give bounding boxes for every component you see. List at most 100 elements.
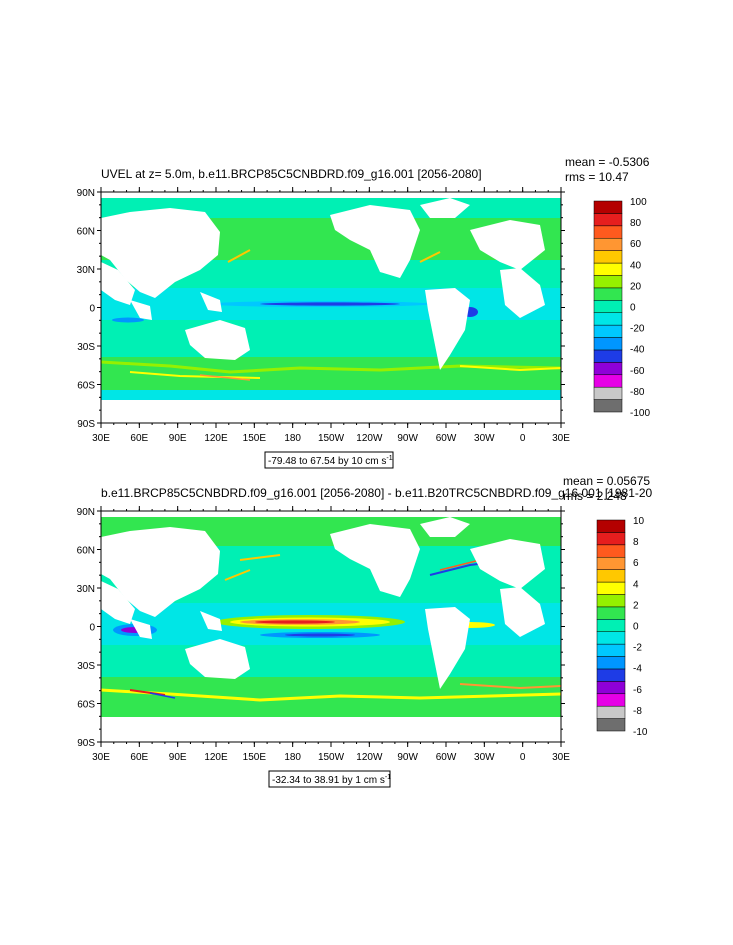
colorbar-label: 4 <box>633 579 639 590</box>
panel-1-lon-label: 60W <box>436 433 457 444</box>
panel-2-lat-label: 60N <box>77 546 95 557</box>
colorbar-swatch <box>593 213 623 227</box>
panel-1-lon-label: 30W <box>474 433 495 444</box>
panel-2-lon-label: 60E <box>130 752 148 763</box>
panel-2-lon-label: 30E <box>92 752 110 763</box>
colorbar-swatch <box>596 556 626 570</box>
panel-1-lon-label: 90W <box>397 433 418 444</box>
colorbar-label: 6 <box>633 558 639 569</box>
colorbar-swatch <box>593 386 623 400</box>
panel-2-lon-label: 120W <box>356 752 383 763</box>
panel-2-lon-label: 90E <box>169 752 187 763</box>
panel-2-map <box>101 511 561 742</box>
panel-2-range-box <box>268 770 391 788</box>
panel-1-lon-label: 0 <box>520 433 526 444</box>
colorbar-swatch <box>593 250 623 264</box>
colorbar-swatch <box>593 262 623 276</box>
colorbar-swatch <box>593 237 623 251</box>
panel-2-lat-label: 90N <box>77 507 95 518</box>
panel-1-lat-label: 90N <box>77 188 95 199</box>
colorbar-label: 2 <box>633 600 639 611</box>
panel-2-rms: rms = 2.248 <box>563 489 627 503</box>
panel-2-lat-label: 30N <box>77 584 95 595</box>
panel-1-lon-label: 150W <box>318 433 345 444</box>
panel-1-colorbar: 100 80 60 40 20 0 -20 -40 -60 -80 -100 <box>593 197 650 419</box>
colorbar-label: -20 <box>630 324 645 335</box>
panel-1-lat-label: 60S <box>77 381 95 392</box>
panel-1-range-box <box>264 451 394 469</box>
panel-1-lon-label: 180 <box>284 433 301 444</box>
colorbar-swatch <box>593 300 623 313</box>
colorbar-swatch <box>596 693 626 707</box>
panel-2-lat-label: 0 <box>89 623 95 634</box>
panel-1-lon-label: 120E <box>204 433 228 444</box>
colorbar-swatch <box>596 606 626 620</box>
colorbar-swatch <box>596 643 626 657</box>
panel-1-range-text: -79.48 to 67.54 by 10 cm s <box>268 456 386 467</box>
panel-2-lon-label: 150E <box>243 752 267 763</box>
panel-1-lon-label: 60E <box>130 433 148 444</box>
panel-1-lat-label: 0 <box>89 304 95 315</box>
colorbar-label: -8 <box>633 706 642 717</box>
panel-1-lat-label: 90S <box>77 419 95 430</box>
colorbar-label: 0 <box>630 303 636 314</box>
colorbar-swatch <box>596 631 626 645</box>
colorbar-label: 10 <box>633 516 645 527</box>
colorbar-swatch <box>596 681 626 695</box>
panel-1-lon-label: 30E <box>552 433 570 444</box>
colorbar-swatch <box>593 312 623 326</box>
panel-2-lon-label: 30E <box>552 752 570 763</box>
colorbar-swatch <box>593 200 623 214</box>
panel-2-lon-label: 180 <box>284 752 301 763</box>
panel-1-title: UVEL at z= 5.0m, b.e11.BRCP85C5CNBDRD.f0… <box>101 167 482 181</box>
colorbar-swatch <box>596 569 626 583</box>
colorbar-swatch <box>593 275 623 289</box>
colorbar-label: -6 <box>633 685 642 696</box>
colorbar-swatch <box>593 337 623 351</box>
colorbar-label: 8 <box>633 537 639 548</box>
colorbar-swatch <box>593 225 623 239</box>
panel-2-lat-label: 30S <box>77 661 95 672</box>
panel-1-ticks: 90N 60N 30N 0 30S 60S 90S 30E 60E 90E 120E 150E 180 1… <box>77 187 570 444</box>
colorbar-swatch <box>596 718 626 732</box>
panel-2-ticks: 90N 60N 30N 0 30S 60S 90S 30E 60E 90E 120E 150E 180 1… <box>77 506 570 763</box>
colorbar-label: 100 <box>630 197 647 208</box>
panel-1-lat-label: 30S <box>77 342 95 353</box>
panel-2-land <box>101 511 561 742</box>
panel-2-lat-label: 90S <box>77 738 95 749</box>
colorbar-label: 20 <box>630 281 642 292</box>
panel-1-lat-label: 30N <box>77 265 95 276</box>
colorbar-label: 60 <box>630 239 642 250</box>
colorbar-swatch <box>596 519 626 533</box>
panel-2-lon-label: 30W <box>474 752 495 763</box>
colorbar-swatch <box>593 287 623 301</box>
colorbar-label: -80 <box>630 387 645 398</box>
svg-text:-79.48 to 67.54 by 10 cm s-1: -79.48 to 67.54 by 10 cm s-1 <box>268 455 393 467</box>
colorbar-swatch <box>596 668 626 682</box>
panel-2-range-sup: -1 <box>385 774 391 781</box>
panel-2-lon-label: 120E <box>204 752 228 763</box>
colorbar-swatch <box>596 656 626 670</box>
panel-1-range-sup: -1 <box>386 455 392 462</box>
panel-1: UVEL at z= 5.0m, b.e11.BRCP85C5CNBDRD.f0… <box>77 155 650 469</box>
panel-1-lat-label: 60N <box>77 227 95 238</box>
panel-2-lon-label: 0 <box>520 752 526 763</box>
panel-2-colorbar: 10 8 6 4 2 0 -2 -4 -6 -8 -10 <box>596 516 648 738</box>
panel-2-lon-label: 60W <box>436 752 457 763</box>
colorbar-swatch <box>596 594 626 608</box>
panel-1-rms: rms = 10.47 <box>565 170 629 184</box>
panel-1-lon-label: 90E <box>169 433 187 444</box>
colorbar-label: -40 <box>630 345 645 356</box>
colorbar-label: 80 <box>630 218 642 229</box>
panel-1-mean: mean = -0.5306 <box>565 155 650 169</box>
colorbar-swatch <box>596 581 626 595</box>
colorbar-swatch <box>593 362 623 376</box>
colorbar-label: 40 <box>630 260 642 271</box>
panel-2-lon-label: 150W <box>318 752 345 763</box>
colorbar-swatch <box>596 705 626 719</box>
panel-2-lon-label: 90W <box>397 752 418 763</box>
svg-text:-32.34 to 38.91 by 1 cm s-1: -32.34 to 38.91 by 1 cm s-1 <box>272 774 391 786</box>
panel-2: b.e11.BRCP85C5CNBDRD.f09_g16.001 [2056-2… <box>77 474 653 788</box>
colorbar-swatch <box>593 399 623 413</box>
